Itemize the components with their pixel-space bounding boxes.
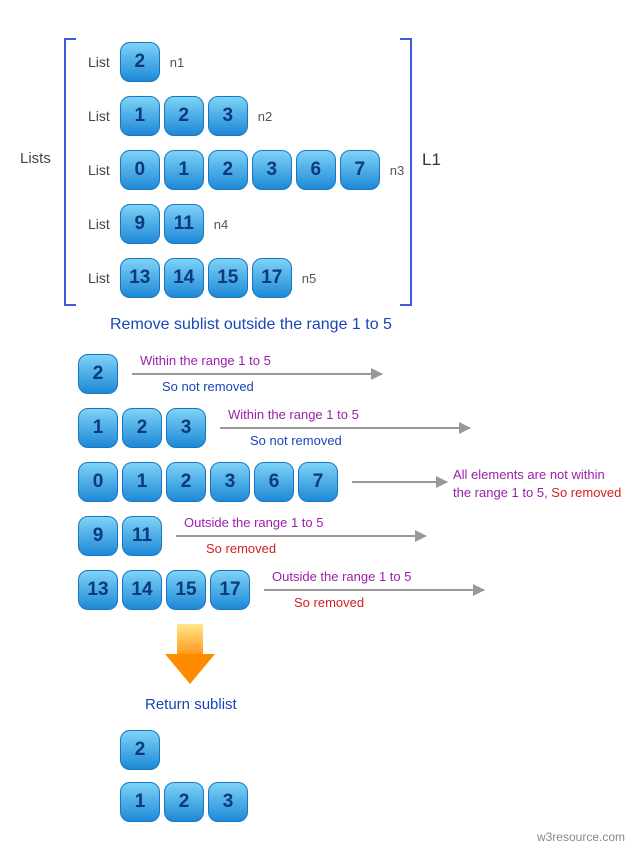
list-cell: 2 — [164, 96, 204, 136]
return-sublist-label: Return sublist — [145, 696, 237, 713]
list-cell: 9 — [78, 516, 118, 556]
list-cell: 13 — [78, 570, 118, 610]
watermark-text: w3resource.com — [537, 830, 625, 844]
list-row: List 123 n2 — [88, 96, 272, 136]
list-cell: 1 — [78, 408, 118, 448]
list-cell: 17 — [252, 258, 292, 298]
list-row-label: List — [88, 216, 110, 232]
list-cell: 0 — [78, 462, 118, 502]
list-cell: 3 — [208, 96, 248, 136]
list-cell: 3 — [210, 462, 250, 502]
list-cell: 2 — [122, 408, 162, 448]
arrow-right-icon — [459, 422, 471, 434]
list-cell: 7 — [298, 462, 338, 502]
arrow-annotation: Within the range 1 to 5 So not removed — [220, 408, 470, 448]
list-row: List 012367 n3 — [88, 150, 404, 190]
l1-label: L1 — [422, 150, 441, 170]
arrow-right-icon — [473, 584, 485, 596]
list-cell: 1 — [164, 150, 204, 190]
n-label: n4 — [214, 217, 228, 232]
list-cell: 2 — [208, 150, 248, 190]
arrow-text-top: Within the range 1 to 5 — [140, 353, 271, 368]
top-lists-section: Lists L1 List2n1 List123n2 List012367n3 … — [10, 20, 627, 330]
arrow-text-top: Outside the range 1 to 5 — [272, 569, 411, 584]
arrow-right-icon — [436, 476, 448, 488]
list-cell: 1 — [120, 96, 160, 136]
result-row: 2 — [120, 730, 160, 770]
arrow-annotation: Outside the range 1 to 5 So removed — [176, 516, 426, 556]
arrow-right-icon — [371, 368, 383, 380]
list-cell: 1 — [120, 782, 160, 822]
arrow-annotation: Within the range 1 to 5 So not removed — [132, 354, 382, 394]
list-cell: 2 — [164, 782, 204, 822]
arrow-right-icon — [415, 530, 427, 542]
arrow-text-bottom: So not removed — [162, 379, 254, 394]
arrow-text-bottom: the range 1 to 5, So removed — [453, 485, 621, 502]
check-row: 123 Within the range 1 to 5 So not removed — [78, 408, 470, 448]
list-cell: 6 — [296, 150, 336, 190]
arrow-text-bottom: So removed — [294, 595, 364, 610]
arrow-text-top: Outside the range 1 to 5 — [184, 515, 323, 530]
list-cell: 7 — [340, 150, 380, 190]
list-row-label: List — [88, 270, 110, 286]
list-cell: 3 — [252, 150, 292, 190]
list-cell: 2 — [120, 730, 160, 770]
list-cell: 15 — [208, 258, 248, 298]
down-arrow-icon — [165, 624, 215, 684]
list-cell: 2 — [78, 354, 118, 394]
arrow-text-bottom: So not removed — [250, 433, 342, 448]
list-row: List 911 n4 — [88, 204, 228, 244]
list-row-label: List — [88, 54, 110, 70]
arrow-text-top: Within the range 1 to 5 — [228, 407, 359, 422]
check-row: 012367 All elements are not withinthe ran… — [78, 462, 447, 502]
list-cell: 2 — [166, 462, 206, 502]
list-cell: 14 — [164, 258, 204, 298]
list-cell: 11 — [122, 516, 162, 556]
list-cell: 17 — [210, 570, 250, 610]
arrow-text-top: All elements are not within — [453, 467, 605, 484]
arrow-annotation: Outside the range 1 to 5 So removed — [264, 570, 484, 610]
arrow-annotation: All elements are not withinthe range 1 t… — [352, 462, 447, 502]
list-cell: 15 — [166, 570, 206, 610]
list-cell: 1 — [122, 462, 162, 502]
list-cell: 2 — [120, 42, 160, 82]
check-row: 13141517 Outside the range 1 to 5 So remov… — [78, 570, 484, 610]
list-row-label: List — [88, 162, 110, 178]
check-row: 2 Within the range 1 to 5 So not removed — [78, 354, 382, 394]
remove-heading: Remove sublist outside the range 1 to 5 — [110, 316, 392, 334]
arrow-text-bottom: So removed — [206, 541, 276, 556]
list-row-label: List — [88, 108, 110, 124]
check-row: 911 Outside the range 1 to 5 So removed — [78, 516, 426, 556]
result-row: 123 — [120, 782, 248, 822]
list-cell: 13 — [120, 258, 160, 298]
list-cell: 14 — [122, 570, 162, 610]
n-label: n2 — [258, 109, 272, 124]
list-cell: 3 — [208, 782, 248, 822]
list-cell: 11 — [164, 204, 204, 244]
list-cell: 9 — [120, 204, 160, 244]
list-cell: 0 — [120, 150, 160, 190]
list-cell: 6 — [254, 462, 294, 502]
list-cell: 3 — [166, 408, 206, 448]
bracket-left — [64, 38, 76, 306]
list-row: List 13141517 n5 — [88, 258, 316, 298]
list-row: List 2 n1 — [88, 42, 184, 82]
n-label: n1 — [170, 55, 184, 70]
n-label: n5 — [302, 271, 316, 286]
lists-outer-label: Lists — [20, 150, 51, 167]
n-label: n3 — [390, 163, 404, 178]
